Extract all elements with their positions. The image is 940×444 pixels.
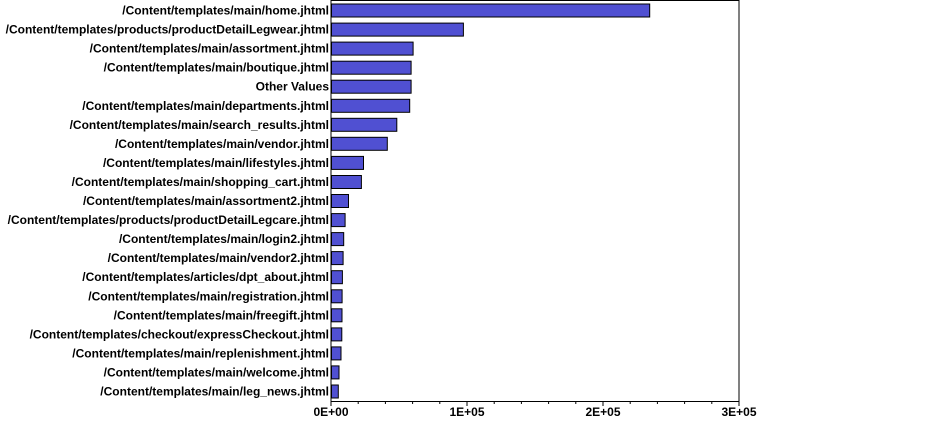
bar [331,98,411,113]
bar [331,175,362,189]
bar [331,365,340,380]
bar [331,346,342,361]
category-label: /Content/templates/main/vendor.jhtml [115,137,329,151]
category-label: /Content/templates/main/home.jhtml [122,4,329,18]
category-label: /Content/templates/main/leg_news.jhtml [100,385,329,399]
category-label: /Content/templates/main/welcome.jhtml [104,365,329,379]
category-label: /Content/templates/main/assortment2.jhtm… [83,194,329,208]
plot-frame [330,0,740,402]
bar [331,117,398,132]
category-label: /Content/templates/main/shopping_cart.jh… [72,175,329,189]
x-tick-label: 0E+00 [313,405,348,419]
x-tick-label: 3E+05 [721,405,756,419]
bar [331,60,412,75]
category-label: /Content/templates/articles/dpt_about.jh… [82,270,329,284]
bar [331,251,344,266]
category-label: /Content/templates/main/registration.jht… [88,289,329,303]
x-tick-label: 1E+05 [449,405,484,419]
bar [331,3,651,18]
bar [331,155,364,170]
category-label: /Content/templates/products/productDetai… [6,23,329,37]
x-tick-label: 2E+05 [585,405,620,419]
category-label: /Content/templates/main/departments.jhtm… [82,99,329,113]
category-label: /Content/templates/main/vendor2.jhtml [108,251,329,265]
bar [331,194,349,208]
category-label: /Content/templates/main/lifestyles.jhtml [103,156,329,170]
category-label: /Content/templates/main/search_results.j… [70,118,329,132]
category-label: /Content/templates/checkout/expressCheck… [30,327,329,341]
category-label: /Content/templates/main/replenishment.jh… [72,346,329,360]
bar [331,22,464,37]
bar [331,41,414,56]
bar [331,213,346,228]
category-label: /Content/templates/main/freegift.jhtml [114,308,329,322]
bar [331,270,343,285]
bar [331,79,412,94]
category-label: /Content/templates/main/assortment.jhtml [90,42,329,56]
category-label: /Content/templates/main/login2.jhtml [119,232,329,246]
bar [331,308,343,323]
bar [331,327,343,342]
category-label: /Content/templates/main/boutique.jhtml [104,61,329,75]
category-label: /Content/templates/products/productDetai… [8,213,329,227]
bar [331,289,343,304]
category-label: Other Values [256,80,330,94]
bar [331,136,388,151]
bar [331,232,345,247]
bar [331,384,339,399]
